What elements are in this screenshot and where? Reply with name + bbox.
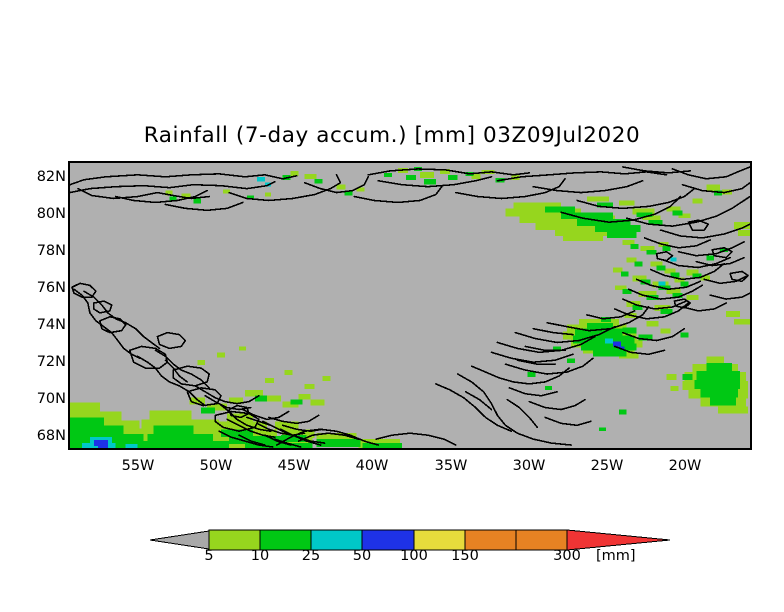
page-title: Rainfall (7-day accum.) [mm] 03Z09Jul202… [143,123,641,148]
x-tick-mark [0,58,2,64]
y-axis: 82N 80N 78N 76N 74N 72N 70N 68N [0,0,784,444]
colorbar-swatch-10-25 [259,529,312,551]
colorbar-tick-50: 50 [352,548,372,564]
colorbar-tick-150: 150 [451,548,479,564]
x-tick-label-55w: 55W [121,458,155,474]
x-tick-label-45w: 45W [277,458,311,474]
y-tick-label-68n: 68N [36,428,66,444]
colorbar-tick-10: 10 [250,548,270,564]
x-tick-label-20w: 20W [668,458,702,474]
colorbar-swatch-50-100 [361,529,415,551]
map-canvas [70,163,750,448]
colorbar-tick-5: 5 [204,548,214,564]
colorbar-tick-300: 300 [553,548,581,564]
y-tick-label-80n: 80N [36,206,66,222]
x-tick-label-30w: 30W [512,458,546,474]
x-tick-label-25w: 25W [590,458,624,474]
colorbar-tick-100: 100 [400,548,428,564]
colorbar-tick-25: 25 [301,548,321,564]
y-tick-label-82n: 82N [36,169,66,185]
colorbar-swatch-100-150 [413,529,466,551]
x-tick-label-50w: 50W [199,458,233,474]
x-tick-label-35w: 35W [434,458,468,474]
colorbar-swatch-25-50 [310,529,363,551]
y-tick-label-74n: 74N [36,317,66,333]
x-axis: 55W 50W 45W 40W 35W 30W 25W 20W [0,16,784,474]
y-tick-label-70n: 70N [36,391,66,407]
y-tick-label-76n: 76N [36,280,66,296]
colorbar[interactable] [150,525,670,571]
x-tick-label-40w: 40W [355,458,389,474]
colorbar-swatch-150-300 [464,529,517,551]
colorbar-swatches [150,529,670,551]
coastline-layer [70,166,750,448]
precip-band-50-100 [93,341,625,448]
y-tick-label-72n: 72N [36,354,66,370]
colorbar-swatch-5-10 [208,529,261,551]
y-tick-label-78n: 78N [36,243,66,259]
colorbar-under-arrow [150,530,210,550]
colorbar-swatch-150-300b [515,529,568,551]
colorbar-unit-label: [mm] [596,548,636,564]
colorbar-over-arrow [566,529,670,551]
map-plot-area[interactable] [68,161,752,450]
